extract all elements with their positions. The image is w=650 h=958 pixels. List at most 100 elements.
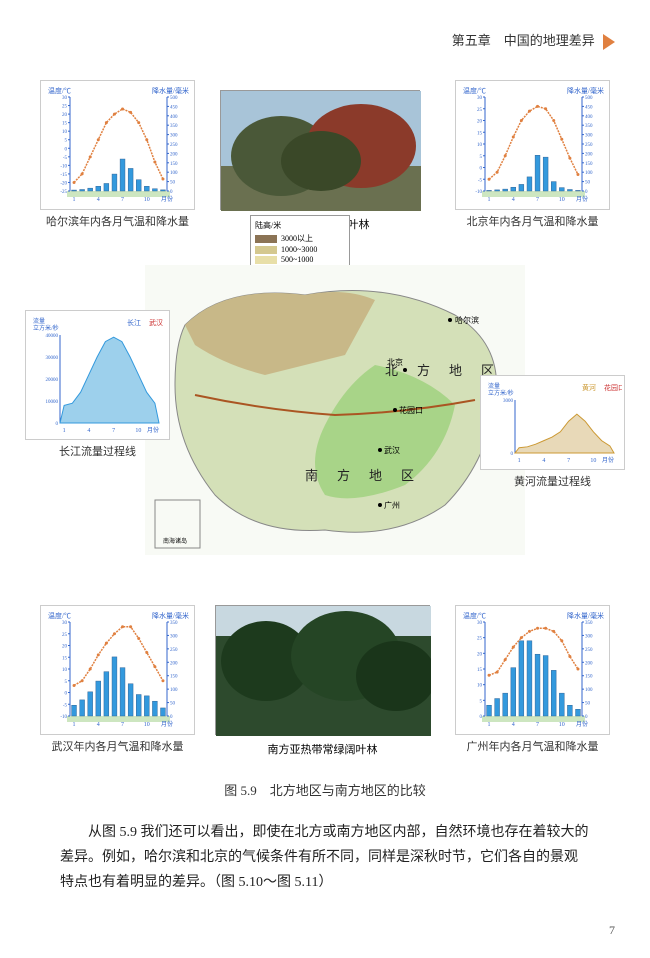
svg-text:花园口: 花园口 bbox=[604, 383, 622, 392]
svg-text:降水量/毫米: 降水量/毫米 bbox=[567, 611, 604, 620]
svg-text:150: 150 bbox=[170, 162, 178, 167]
svg-text:降水量/毫米: 降水量/毫米 bbox=[152, 86, 189, 95]
svg-text:100: 100 bbox=[170, 171, 178, 176]
svg-text:7: 7 bbox=[567, 458, 570, 464]
svg-text:25: 25 bbox=[62, 105, 68, 110]
svg-text:25: 25 bbox=[62, 633, 68, 638]
svg-text:1: 1 bbox=[518, 458, 521, 464]
svg-text:30000: 30000 bbox=[46, 356, 59, 361]
svg-text:15: 15 bbox=[477, 131, 483, 136]
svg-text:15: 15 bbox=[62, 656, 68, 661]
svg-text:350: 350 bbox=[170, 621, 178, 626]
svg-text:150: 150 bbox=[585, 675, 593, 680]
body-paragraph: 从图 5.9 我们还可以看出，即使在北方或南方地区内部，自然环境也存在着较大的差… bbox=[60, 820, 590, 896]
svg-text:250: 250 bbox=[585, 143, 593, 148]
svg-text:300: 300 bbox=[170, 634, 178, 639]
legend-swatch bbox=[255, 235, 277, 243]
svg-text:10: 10 bbox=[477, 143, 483, 148]
svg-text:400: 400 bbox=[170, 115, 178, 120]
svg-text:20: 20 bbox=[477, 120, 483, 125]
legend-swatch bbox=[255, 246, 277, 254]
south-photo-caption: 南方亚热带常绿阔叶林 bbox=[215, 741, 430, 757]
svg-text:温度/℃: 温度/℃ bbox=[463, 86, 486, 95]
beijing-label: 北京年内各月气温和降水量 bbox=[455, 213, 610, 229]
guangzhou-label: 广州年内各月气温和降水量 bbox=[455, 738, 610, 754]
north-forest-photo bbox=[220, 90, 420, 210]
svg-text:250: 250 bbox=[170, 143, 178, 148]
svg-text:10: 10 bbox=[144, 722, 150, 728]
legend-title: 陆高/米 bbox=[255, 220, 345, 231]
svg-text:1: 1 bbox=[73, 197, 76, 203]
beijing-chart: 温度/℃降水量/毫米-10-50510152025300501001502002… bbox=[455, 80, 610, 229]
svg-text:-20: -20 bbox=[60, 181, 67, 186]
svg-text:50: 50 bbox=[170, 181, 176, 186]
south-forest-photo bbox=[215, 605, 430, 735]
svg-text:0: 0 bbox=[170, 190, 173, 195]
svg-text:25: 25 bbox=[477, 637, 483, 642]
svg-text:25: 25 bbox=[477, 108, 483, 113]
svg-text:250: 250 bbox=[170, 648, 178, 653]
svg-text:0: 0 bbox=[65, 692, 68, 697]
svg-text:1: 1 bbox=[488, 197, 491, 203]
wuhan-label: 武汉年内各月气温和降水量 bbox=[40, 738, 195, 754]
svg-text:30: 30 bbox=[62, 621, 68, 626]
svg-text:20: 20 bbox=[62, 113, 68, 118]
svg-text:10: 10 bbox=[477, 684, 483, 689]
svg-text:15: 15 bbox=[477, 668, 483, 673]
svg-text:温度/℃: 温度/℃ bbox=[48, 86, 71, 95]
svg-text:350: 350 bbox=[170, 124, 178, 129]
svg-text:7: 7 bbox=[121, 722, 124, 728]
svg-text:月份: 月份 bbox=[147, 426, 159, 434]
svg-text:5: 5 bbox=[480, 699, 483, 704]
svg-text:月份: 月份 bbox=[161, 195, 173, 203]
svg-text:150: 150 bbox=[170, 675, 178, 680]
harbin-label: 哈尔滨年内各月气温和降水量 bbox=[40, 213, 195, 229]
svg-text:4: 4 bbox=[542, 458, 545, 464]
svg-text:武汉: 武汉 bbox=[149, 318, 163, 327]
harbin-chart: 温度/℃降水量/毫米-25-20-15-10-50510152025300501… bbox=[40, 80, 195, 229]
svg-text:北京: 北京 bbox=[387, 357, 403, 367]
svg-text:50: 50 bbox=[585, 181, 591, 186]
legend-label: 1000~3000 bbox=[281, 245, 317, 254]
svg-text:0: 0 bbox=[585, 190, 588, 195]
svg-text:200: 200 bbox=[585, 661, 593, 666]
svg-text:3000: 3000 bbox=[503, 399, 514, 404]
svg-text:4: 4 bbox=[512, 197, 515, 203]
svg-text:100: 100 bbox=[170, 688, 178, 693]
china-map: 北 方 地 区 南 方 地 区 哈尔滨 北京 花园口 武汉 广州 南海诸岛 bbox=[145, 265, 525, 555]
legend-label: 3000以上 bbox=[281, 233, 313, 244]
legend-row: 3000以上 bbox=[255, 233, 345, 244]
svg-text:100: 100 bbox=[585, 688, 593, 693]
svg-text:长江: 长江 bbox=[127, 318, 141, 327]
svg-text:0: 0 bbox=[56, 422, 59, 427]
svg-text:20: 20 bbox=[62, 645, 68, 650]
svg-text:500: 500 bbox=[585, 96, 593, 101]
svg-text:花园口: 花园口 bbox=[399, 405, 423, 415]
svg-text:300: 300 bbox=[585, 134, 593, 139]
figure-caption: 图 5.9 北方地区与南方地区的比较 bbox=[0, 780, 650, 799]
svg-text:-25: -25 bbox=[60, 190, 67, 195]
svg-text:200: 200 bbox=[170, 152, 178, 157]
svg-text:10: 10 bbox=[62, 130, 68, 135]
svg-text:4: 4 bbox=[97, 722, 100, 728]
svg-text:350: 350 bbox=[585, 124, 593, 129]
svg-text:-5: -5 bbox=[63, 156, 68, 161]
svg-text:5: 5 bbox=[65, 139, 68, 144]
svg-text:-5: -5 bbox=[63, 703, 68, 708]
yellow-label: 黄河流量过程线 bbox=[480, 473, 625, 489]
header-arrow-icon bbox=[603, 34, 615, 50]
svg-text:10: 10 bbox=[144, 197, 150, 203]
svg-text:哈尔滨: 哈尔滨 bbox=[455, 315, 479, 325]
svg-text:200: 200 bbox=[170, 661, 178, 666]
svg-text:武汉: 武汉 bbox=[384, 445, 400, 455]
svg-text:流量: 流量 bbox=[488, 382, 500, 390]
legend-swatch bbox=[255, 256, 277, 264]
svg-text:40000: 40000 bbox=[46, 334, 59, 339]
svg-text:10: 10 bbox=[559, 722, 565, 728]
svg-text:0: 0 bbox=[480, 167, 483, 172]
svg-text:30: 30 bbox=[477, 621, 483, 626]
chapter-header: 第五章 中国的地理差异 bbox=[452, 30, 615, 50]
guangzhou-chart: 温度/℃降水量/毫米051015202530050100150200250300… bbox=[455, 605, 610, 754]
svg-text:200: 200 bbox=[585, 152, 593, 157]
svg-text:5: 5 bbox=[480, 155, 483, 160]
